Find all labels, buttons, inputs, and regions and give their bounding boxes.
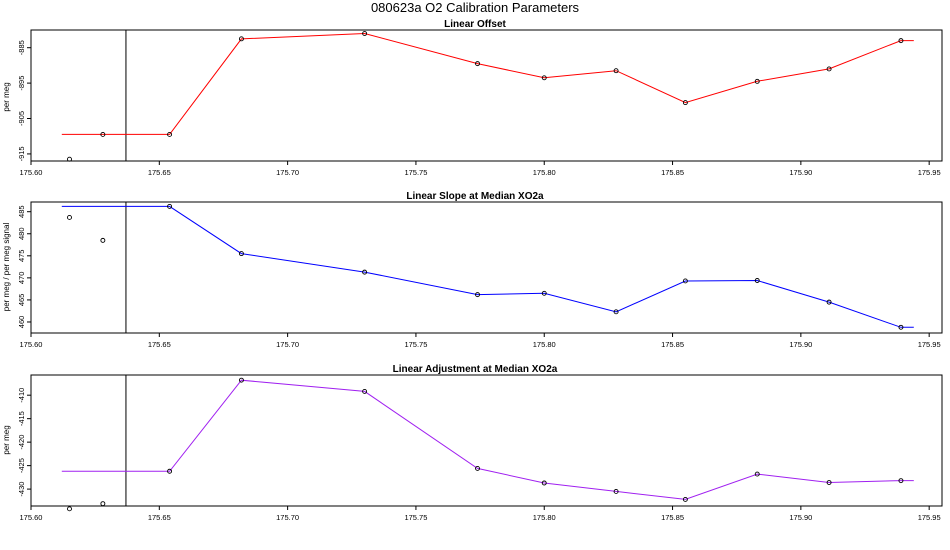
data-point: [826, 480, 832, 485]
panel-title: Linear Offset: [444, 19, 506, 30]
y-tick-label: -915: [17, 146, 26, 161]
x-tick-label: 175.75: [404, 513, 427, 522]
y-axis-label: per meg / per meg signal: [2, 223, 11, 312]
series-line: [61, 205, 914, 328]
panel-linear-slope: Linear Slope at Median XO2a per meg / pe…: [2, 191, 943, 349]
data-point: [238, 377, 244, 383]
y-axis-label: per meg: [2, 82, 11, 111]
data-point: [754, 78, 760, 84]
x-tick-label: 175.85: [661, 513, 684, 522]
y-tick-label: -415: [17, 411, 26, 426]
data-point: [100, 237, 106, 243]
y-tick-label: 465: [17, 294, 26, 307]
data-point: [754, 278, 760, 283]
series-line: [61, 32, 914, 135]
data-point: [67, 506, 72, 512]
data-point: [826, 66, 832, 72]
data-point: [475, 465, 480, 471]
data-point: [898, 478, 904, 484]
y-tick-label: -895: [17, 76, 26, 91]
data-point: [167, 131, 173, 137]
data-point: [475, 61, 480, 67]
x-tick-label: 175.70: [276, 168, 299, 177]
data-point: [541, 480, 547, 486]
x-tick-label: 175.95: [918, 340, 941, 349]
data-point: [898, 38, 904, 44]
series-line: [61, 379, 914, 500]
data-point: [754, 471, 760, 477]
data-point: [613, 309, 619, 315]
y-tick-label: -420: [17, 435, 26, 450]
x-tick-label: 175.90: [789, 340, 812, 349]
x-tick-label: 175.80: [533, 513, 556, 522]
y-tick-label: -905: [17, 111, 26, 126]
x-tick-label: 175.70: [276, 513, 299, 522]
data-point: [541, 290, 547, 296]
x-tick-label: 175.70: [276, 340, 299, 349]
y-tick-label: -425: [17, 458, 26, 473]
data-point: [362, 31, 368, 36]
data-point: [898, 324, 904, 330]
x-tick-label: 175.90: [789, 168, 812, 177]
y-tick-label: -885: [17, 40, 26, 55]
x-tick-label: 175.85: [661, 340, 684, 349]
data-point: [682, 278, 688, 284]
x-tick-label: 175.60: [20, 168, 43, 177]
data-point: [362, 269, 368, 275]
x-tick-label: 175.75: [404, 168, 427, 177]
x-tick-label: 175.60: [20, 513, 43, 522]
x-tick-label: 175.60: [20, 340, 43, 349]
x-tick-label: 175.95: [918, 513, 941, 522]
plot-frame: [30, 29, 943, 162]
data-point: [67, 214, 72, 220]
plot-frame: [30, 374, 943, 507]
x-tick-label: 175.75: [404, 340, 427, 349]
data-point: [100, 501, 106, 507]
data-point: [682, 100, 688, 106]
y-tick-label: 480: [17, 227, 26, 240]
figure-title: 080623a O2 Calibration Parameters: [371, 0, 580, 15]
y-axis-label: per meg: [2, 425, 11, 454]
y-tick-label: 475: [17, 250, 26, 263]
data-point: [826, 299, 832, 305]
x-tick-label: 175.65: [148, 340, 171, 349]
data-point: [238, 251, 244, 257]
data-point: [541, 75, 547, 81]
y-tick-label: -410: [17, 388, 26, 403]
data-point: [167, 203, 173, 209]
data-point: [67, 156, 72, 162]
data-point: [475, 292, 480, 298]
panel-linear-adjustment: Linear Adjustment at Median XO2a per meg…: [2, 364, 943, 522]
x-tick-label: 175.95: [918, 168, 941, 177]
y-tick-label: -430: [17, 482, 26, 497]
x-tick-label: 175.90: [789, 513, 812, 522]
y-tick-label: 485: [17, 205, 26, 218]
x-tick-label: 175.80: [533, 340, 556, 349]
y-tick-label: 460: [17, 316, 26, 329]
data-point: [613, 68, 619, 74]
x-tick-label: 175.80: [533, 168, 556, 177]
panel-title: Linear Slope at Median XO2a: [406, 191, 544, 202]
data-point: [362, 388, 368, 394]
x-tick-label: 175.85: [661, 168, 684, 177]
panel-title: Linear Adjustment at Median XO2a: [393, 364, 558, 375]
data-point: [238, 36, 244, 42]
y-tick-label: 470: [17, 272, 26, 285]
x-tick-label: 175.65: [148, 168, 171, 177]
data-point: [100, 131, 106, 137]
plot-frame: [30, 201, 943, 334]
data-point: [682, 496, 688, 502]
data-point: [613, 488, 619, 494]
x-tick-label: 175.65: [148, 513, 171, 522]
data-point: [167, 468, 173, 474]
panel-linear-offset: Linear Offset per meg 175.60 175.65 175.70…: [2, 19, 943, 177]
